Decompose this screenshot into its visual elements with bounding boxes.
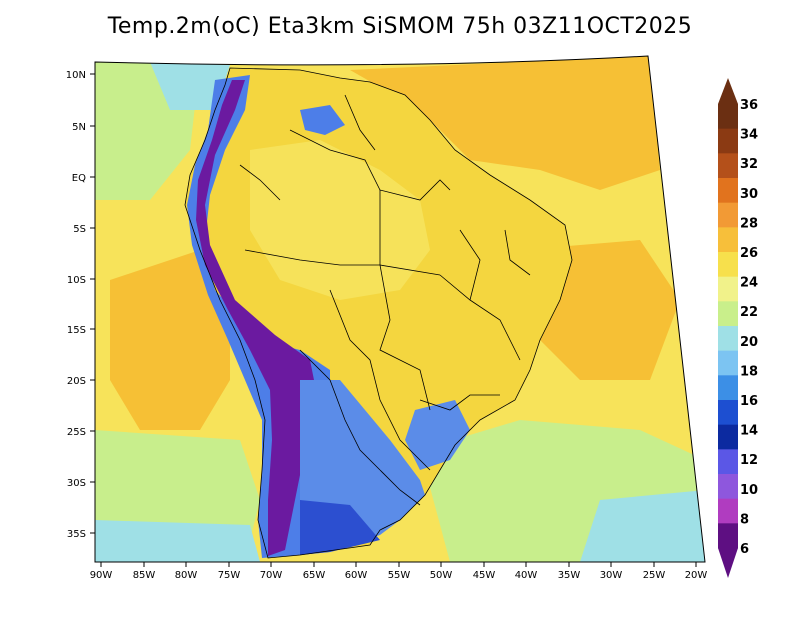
map-frame: [94, 55, 706, 563]
colorbar-label: 26: [740, 246, 758, 261]
colorbar: 36 34 32 30 28 26 24 22 20 18 16 14 12 10 8 6: [718, 78, 758, 578]
lat-label: 10N: [66, 70, 86, 81]
ocean-cold-panama: [150, 62, 230, 110]
colorbar-swatch: [718, 424, 738, 450]
colorbar-swatch: [718, 375, 738, 401]
colorbar-label: 14: [740, 424, 758, 439]
colorbar-label: 6: [740, 542, 749, 557]
colorbar-swatch: [718, 350, 738, 376]
colorbar-label: 8: [740, 512, 749, 527]
colorbar-swatch: [718, 498, 738, 524]
colorbar-label: 10: [740, 483, 758, 498]
temperature-field: [95, 56, 705, 562]
colorbar-label: 36: [740, 98, 758, 113]
lon-label: 60W: [345, 570, 368, 581]
lon-label: 75W: [218, 570, 241, 581]
lon-label: 85W: [133, 570, 156, 581]
colorbar-swatch: [718, 326, 738, 352]
amazon-region: [250, 140, 430, 300]
lon-label: 70W: [260, 570, 283, 581]
colorbar-swatch: [718, 227, 738, 253]
colorbar-label: 22: [740, 305, 758, 320]
lat-label: 20S: [67, 376, 86, 387]
ocean-cold-atlantic: [580, 490, 705, 562]
colorbar-label: 16: [740, 394, 758, 409]
longitude-axis: 90W 85W 80W 75W 70W 65W 60W 55W 50W 45W …: [90, 562, 708, 581]
lon-label: 80W: [175, 570, 198, 581]
lon-label: 50W: [430, 570, 453, 581]
colorbar-swatch: [718, 178, 738, 204]
colorbar-label: 30: [740, 187, 758, 202]
map-title: Temp.2m(oC) Eta3km SiSMOM 75h 03Z11OCT20…: [107, 14, 693, 39]
colorbar-swatch: [718, 202, 738, 228]
southeast-cold-region: [405, 400, 470, 470]
ocean-warm-atlantic: [350, 56, 660, 190]
lon-label: 45W: [473, 570, 496, 581]
lon-label: 35W: [558, 570, 581, 581]
political-borders: [184, 67, 573, 559]
colorbar-swatch: [718, 449, 738, 475]
colorbar-swatch: [718, 252, 738, 278]
colorbar-label: 12: [740, 453, 758, 468]
cold-highland-venezuela: [300, 105, 345, 135]
lat-label: 5S: [73, 224, 86, 235]
lon-label: 55W: [388, 570, 411, 581]
lon-label: 20W: [685, 570, 708, 581]
andes-mountains: [196, 80, 318, 556]
lon-label: 90W: [90, 570, 113, 581]
lon-label: 65W: [303, 570, 326, 581]
colorbar-top-arrow: [718, 78, 738, 104]
patagonia-cold: [300, 500, 380, 555]
lat-label: 10S: [67, 275, 86, 286]
colorbar-swatch: [718, 128, 738, 154]
ocean-warm-pacific: [110, 250, 230, 430]
colorbar-swatch: [718, 153, 738, 179]
colorbar-swatch: [718, 523, 738, 549]
colorbar-swatch: [718, 104, 738, 130]
lat-label: 15S: [67, 325, 86, 336]
lat-label: EQ: [72, 173, 86, 184]
colorbar-swatch: [718, 301, 738, 327]
ocean-cool-pacific: [95, 430, 260, 540]
lat-label: 30S: [67, 478, 86, 489]
colorbar-label: 28: [740, 216, 758, 231]
lat-label: 25S: [67, 427, 86, 438]
colorbar-swatch: [718, 474, 738, 500]
colorbar-label: 20: [740, 335, 758, 350]
colorbar-label: 18: [740, 364, 758, 379]
lon-label: 30W: [600, 570, 623, 581]
colorbar-label: 34: [740, 128, 758, 143]
colorbar-bottom-arrow: [718, 548, 738, 578]
ocean-cold-pacific: [95, 520, 260, 562]
lat-label: 5N: [72, 122, 86, 133]
colorbar-label: 24: [740, 276, 758, 291]
latitude-axis: 10N 5N EQ 5S 10S 15S 20S 25S 30S 35S: [66, 70, 95, 540]
lat-label: 35S: [67, 529, 86, 540]
colorbar-swatch: [718, 276, 738, 302]
lon-label: 25W: [643, 570, 666, 581]
colorbar-label: 32: [740, 157, 758, 172]
colorbar-swatch: [718, 400, 738, 426]
lon-label: 40W: [515, 570, 538, 581]
